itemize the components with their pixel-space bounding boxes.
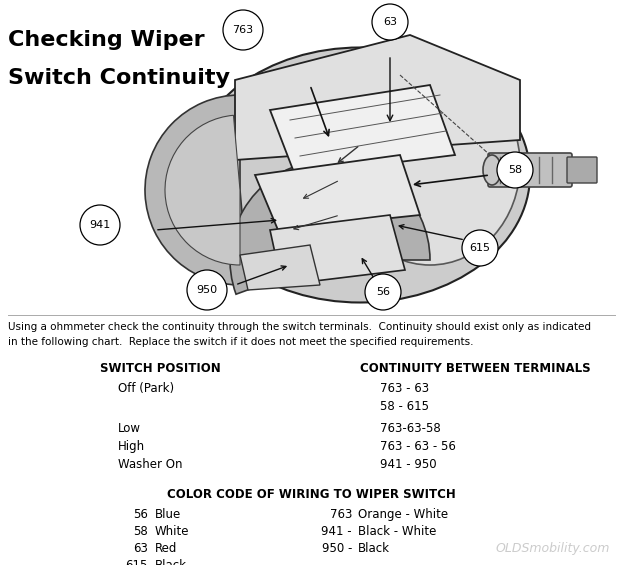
FancyBboxPatch shape (567, 157, 597, 183)
Polygon shape (255, 155, 420, 230)
Text: 63: 63 (133, 542, 148, 555)
Text: OLDSmobility.com: OLDSmobility.com (496, 542, 610, 555)
Text: High: High (118, 440, 145, 453)
Text: Red: Red (155, 542, 178, 555)
Text: Black: Black (155, 559, 187, 565)
Text: 56: 56 (376, 287, 390, 297)
Wedge shape (165, 115, 240, 265)
Text: 763: 763 (232, 25, 254, 35)
Text: 56: 56 (133, 508, 148, 521)
Circle shape (462, 230, 498, 266)
Wedge shape (230, 160, 430, 294)
Polygon shape (270, 85, 455, 175)
Text: Black - White: Black - White (358, 525, 436, 538)
Text: in the following chart.  Replace the switch if it does not meet the specified re: in the following chart. Replace the swit… (8, 337, 473, 347)
Text: 58: 58 (133, 525, 148, 538)
Polygon shape (270, 215, 405, 285)
Text: Switch Continuity: Switch Continuity (8, 68, 230, 88)
Circle shape (223, 10, 263, 50)
Ellipse shape (340, 65, 520, 265)
Text: 941 - 950: 941 - 950 (380, 458, 437, 471)
Text: SWITCH POSITION: SWITCH POSITION (100, 362, 221, 375)
Text: Black: Black (358, 542, 390, 555)
FancyBboxPatch shape (488, 153, 572, 187)
Text: 763 - 63: 763 - 63 (380, 382, 429, 395)
Text: Checking Wiper: Checking Wiper (8, 30, 204, 50)
Text: Off (Park): Off (Park) (118, 382, 174, 395)
Text: 615: 615 (470, 243, 490, 253)
Text: COLOR CODE OF WIRING TO WIPER SWITCH: COLOR CODE OF WIRING TO WIPER SWITCH (166, 488, 455, 501)
Text: 763: 763 (330, 508, 352, 521)
Text: 763-63-58: 763-63-58 (380, 422, 440, 435)
Ellipse shape (190, 47, 530, 302)
Text: Using a ohmmeter check the continuity through the switch terminals.  Continuity : Using a ohmmeter check the continuity th… (8, 322, 591, 332)
Text: Orange - White: Orange - White (358, 508, 448, 521)
Circle shape (372, 4, 408, 40)
Text: Blue: Blue (155, 508, 181, 521)
Text: 58: 58 (508, 165, 522, 175)
Circle shape (497, 152, 533, 188)
Text: Low: Low (118, 422, 141, 435)
Text: 950 -: 950 - (321, 542, 352, 555)
Text: 58 - 615: 58 - 615 (380, 400, 429, 413)
Wedge shape (145, 95, 249, 285)
Circle shape (365, 274, 401, 310)
Text: 941 -: 941 - (321, 525, 352, 538)
Text: 63: 63 (383, 17, 397, 27)
Text: 615: 615 (126, 559, 148, 565)
Text: 941: 941 (89, 220, 111, 230)
Circle shape (80, 205, 120, 245)
Polygon shape (240, 245, 320, 290)
Text: Washer On: Washer On (118, 458, 183, 471)
Text: 950: 950 (196, 285, 217, 295)
Text: White: White (155, 525, 189, 538)
Text: 763 - 63 - 56: 763 - 63 - 56 (380, 440, 456, 453)
Circle shape (187, 270, 227, 310)
Polygon shape (235, 35, 520, 160)
Text: CONTINUITY BETWEEN TERMINALS: CONTINUITY BETWEEN TERMINALS (360, 362, 591, 375)
Ellipse shape (483, 155, 501, 185)
